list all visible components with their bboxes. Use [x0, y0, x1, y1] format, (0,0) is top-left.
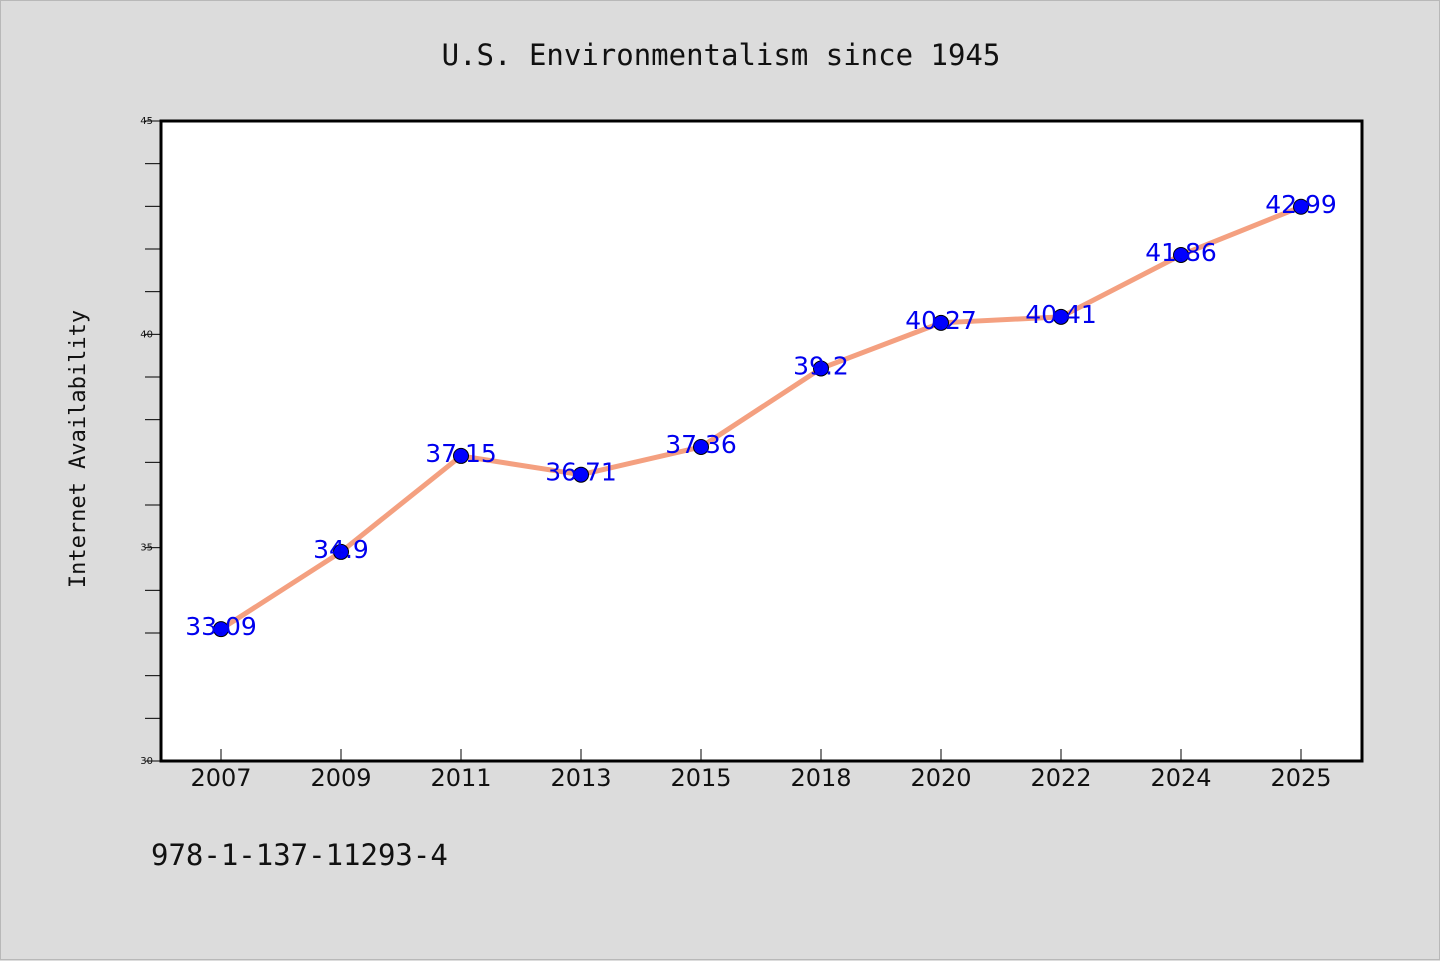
data-point: [1053, 308, 1069, 325]
data-label: 40.41: [1025, 300, 1097, 329]
y-tick-label: 30: [140, 756, 153, 767]
x-tick-label: 2013: [550, 764, 611, 792]
x-tick-label: 2022: [1030, 764, 1091, 792]
data-label: 39.2: [793, 351, 849, 380]
data-point: [573, 466, 589, 483]
data-label: 36.71: [545, 458, 617, 487]
data-label: 37.36: [665, 430, 737, 459]
x-tick-label: 2015: [670, 764, 731, 792]
y-tick-label: 40: [140, 329, 153, 340]
x-tick-label: 2020: [910, 764, 971, 792]
data-points: [213, 198, 1309, 638]
y-tick-label: 35: [140, 543, 153, 554]
data-point: [693, 438, 709, 455]
data-label: 33.09: [185, 612, 257, 641]
data-point: [213, 621, 229, 638]
x-tick-label: 2018: [790, 764, 851, 792]
data-point: [1293, 198, 1309, 215]
x-tick-label: 2009: [310, 764, 371, 792]
chart-title: U.S. Environmentalism since 1945: [442, 38, 1001, 72]
x-tick-label: 2007: [190, 764, 251, 792]
x-tick-label: 2025: [1270, 764, 1331, 792]
data-label: 34.9: [313, 535, 369, 564]
data-point: [1173, 246, 1189, 263]
data-labels: 33.09 34.9 37.15 36.71 37.36 39.2 40.27 40.41 41…: [185, 190, 1337, 641]
data-label: 41.86: [1145, 238, 1217, 267]
data-point: [333, 543, 349, 560]
data-point: [453, 447, 469, 464]
data-label: 37.15: [425, 439, 497, 468]
data-point: [813, 360, 829, 377]
y-axis-label: Internet Availability: [66, 310, 91, 588]
data-label: 42.99: [1265, 190, 1337, 219]
x-axis-ticks: 2007 2009 2011 2013 2015 2018 2020 2022 2024 2025: [190, 749, 1332, 792]
y-tick-label: 45: [140, 116, 153, 127]
data-point: [933, 314, 949, 331]
y-axis-ticks: 30 35 40 45: [140, 116, 161, 767]
x-tick-label: 2011: [430, 764, 491, 792]
isbn-annotation: 978-1-137-11293-4: [151, 838, 448, 872]
data-label: 40.27: [905, 306, 977, 335]
plot-area: [159, 119, 1364, 763]
x-tick-label: 2024: [1150, 764, 1211, 792]
series-line: [219, 204, 1302, 632]
